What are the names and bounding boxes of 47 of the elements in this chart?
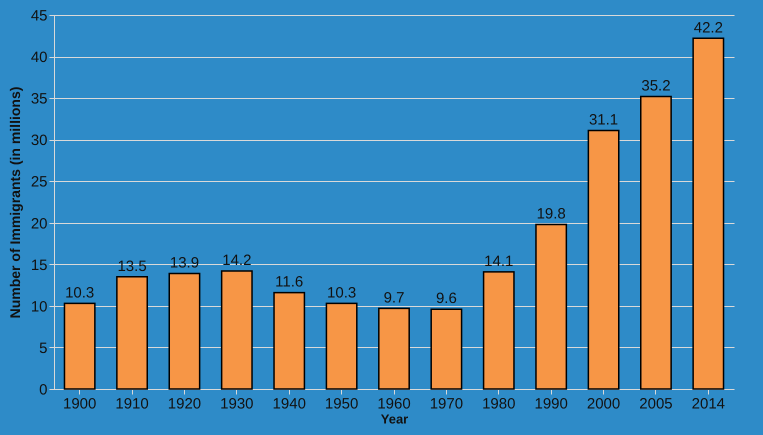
y-tick-label: 45 <box>30 8 48 24</box>
x-tick-label: 1920 <box>168 396 202 412</box>
data-label: 11.6 <box>275 274 304 291</box>
y-axis-title: Number of Immigrants (in millions) <box>6 86 23 318</box>
y-tick-label: 0 <box>39 382 48 398</box>
bar <box>430 308 462 390</box>
y-tick-label: 30 <box>30 132 48 150</box>
x-tick-label: 1950 <box>324 396 358 412</box>
data-label: 35.2 <box>641 77 671 94</box>
y-tick-label: 35 <box>30 90 48 108</box>
bar <box>116 276 148 390</box>
bar <box>168 272 200 390</box>
data-label: 42.2 <box>694 19 723 36</box>
y-tick-label: 25 <box>30 174 48 191</box>
y-tick-label: 40 <box>30 49 48 66</box>
y-tick-label: 5 <box>39 340 48 357</box>
bar <box>482 271 515 390</box>
x-tick-label: 1930 <box>220 396 254 412</box>
x-tick-label: 1900 <box>62 396 96 412</box>
data-label: 9.7 <box>384 289 404 306</box>
bar <box>535 224 568 390</box>
bar <box>378 308 410 390</box>
y-tick-label: 10 <box>30 298 48 316</box>
x-axis-title: Year <box>380 412 408 426</box>
x-tick-label: 1990 <box>534 396 568 412</box>
bar <box>640 96 672 390</box>
x-tick-label: 2000 <box>586 396 620 412</box>
data-label: 10.3 <box>327 284 356 302</box>
data-label: 31.1 <box>588 112 618 129</box>
y-tick-label: 20 <box>30 215 48 232</box>
x-tick-label: 2014 <box>692 396 726 412</box>
x-tick-label: 1980 <box>482 396 516 412</box>
data-label: 10.3 <box>65 284 94 302</box>
x-tick-label: 1910 <box>115 396 149 412</box>
data-label: 9.6 <box>436 290 457 308</box>
bar <box>692 38 724 390</box>
x-tick-label: 1940 <box>272 396 306 412</box>
data-label: 19.8 <box>536 205 566 222</box>
bar <box>588 130 620 390</box>
x-tick-label: 2005 <box>639 396 673 412</box>
bar <box>326 302 358 390</box>
x-tick-label: 1960 <box>377 396 411 412</box>
bar <box>273 292 306 390</box>
x-tick-label: 1970 <box>430 396 464 412</box>
bar <box>220 270 253 390</box>
y-tick-label: 15 <box>30 256 48 274</box>
bar <box>64 302 96 390</box>
